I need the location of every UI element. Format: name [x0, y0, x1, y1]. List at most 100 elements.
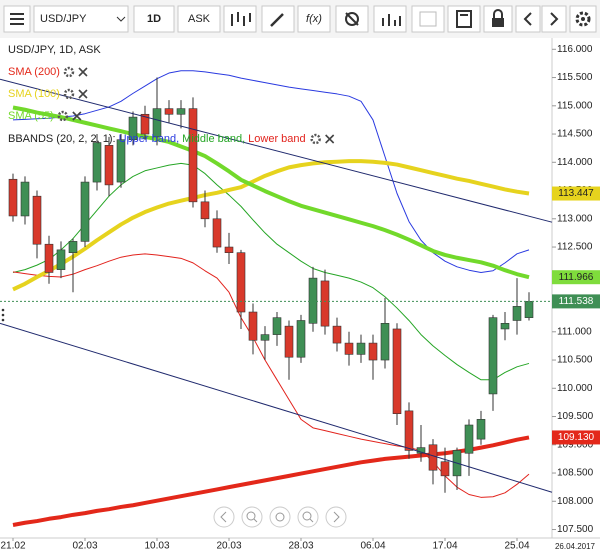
- candle-body: [248, 311, 258, 341]
- chart-type-button[interactable]: [223, 5, 257, 33]
- candle-body: [56, 249, 66, 270]
- y-tick-label: 114.500: [557, 129, 593, 140]
- remove-icon: [325, 134, 335, 144]
- y-tick-label: 115.500: [557, 72, 593, 83]
- gear-icon: [63, 66, 75, 78]
- candle-body: [380, 323, 390, 361]
- gear-icon: [57, 110, 69, 122]
- candle-body: [20, 181, 30, 217]
- indicator-line: [12, 435, 530, 527]
- settings-tool-button[interactable]: [335, 5, 369, 33]
- price-label: 113.447: [558, 188, 594, 199]
- candle-body: [164, 108, 174, 115]
- candle-body: [176, 108, 186, 115]
- y-tick-label: 110.000: [557, 383, 593, 394]
- remove-icon: [78, 89, 88, 99]
- calculator-button[interactable]: [447, 5, 481, 33]
- x-tick-label: 17.04: [432, 541, 457, 552]
- candle-body: [320, 280, 330, 327]
- legend-remove[interactable]: [78, 89, 88, 99]
- x-tick-label: 28.03: [288, 541, 313, 552]
- nav-left[interactable]: [213, 506, 235, 528]
- candle-body: [236, 252, 246, 313]
- indicator-line: [12, 105, 530, 280]
- legend-settings[interactable]: [63, 66, 75, 78]
- symbol-select[interactable]: USD/JPY: [33, 5, 129, 33]
- candle-body: [44, 243, 54, 273]
- drag-handle[interactable]: [1, 308, 5, 322]
- legend-remove[interactable]: [325, 134, 335, 144]
- remove-icon: [72, 111, 82, 121]
- legend-entry-part: Upper band,: [119, 133, 180, 145]
- interval-button[interactable]: 1D: [133, 5, 175, 33]
- price-label-bg: [552, 294, 600, 309]
- y-tick-label: 114.000: [557, 157, 593, 168]
- nav-buttons: [213, 506, 347, 528]
- candle-body: [92, 142, 102, 183]
- function-button[interactable]: f(x): [297, 5, 331, 33]
- candle-body: [284, 325, 294, 358]
- y-tick-label: 115.000: [557, 100, 593, 111]
- candle-body: [392, 328, 402, 415]
- symbol: USD/JPY: [40, 13, 87, 25]
- candle-body: [152, 108, 162, 138]
- candle-body: [308, 277, 318, 324]
- y-tick-label: 110.500: [557, 355, 593, 366]
- calendar-button[interactable]: [411, 5, 445, 33]
- draw-button[interactable]: [261, 5, 295, 33]
- legend-remove[interactable]: [78, 67, 88, 77]
- settings-button[interactable]: [569, 5, 597, 33]
- y-tick-label: 109.500: [557, 411, 594, 422]
- candle-body: [404, 410, 414, 451]
- bbands-label: BBANDS (20, 2, 2, 1):: [8, 133, 116, 145]
- indicator-line: [12, 159, 530, 292]
- trend-line: [0, 78, 553, 223]
- x-tick-label: 10.03: [144, 541, 169, 552]
- x-tick-label: 06.04: [360, 541, 385, 552]
- candle-body: [296, 320, 306, 358]
- y-tick-label: 113.000: [557, 213, 593, 224]
- scroll-right-button[interactable]: [541, 5, 567, 33]
- candle-body: [272, 317, 282, 335]
- legend-settings[interactable]: [63, 88, 75, 100]
- legend-settings[interactable]: [57, 110, 69, 122]
- price-type: ASK: [188, 13, 211, 25]
- legend-entry: SMA (55): [8, 110, 54, 122]
- x-end-label: 26.04.2017: [555, 542, 596, 551]
- function-icon: f(x): [306, 13, 322, 25]
- zoom-in[interactable]: [297, 506, 319, 528]
- candle-body: [68, 241, 78, 253]
- candle-body: [224, 246, 234, 253]
- gear-icon: [63, 88, 75, 100]
- zoom-reset[interactable]: [269, 506, 291, 528]
- candle-body: [356, 342, 366, 355]
- x-tick-label: 25.04: [504, 541, 529, 552]
- price-label: 111.538: [559, 296, 594, 307]
- candle-body: [332, 325, 342, 344]
- lock-button[interactable]: [483, 5, 513, 33]
- legend-remove[interactable]: [72, 111, 82, 121]
- indicator-line: [12, 70, 530, 273]
- y-tick-label: 109.000: [557, 439, 594, 450]
- nav-right[interactable]: [325, 506, 347, 528]
- candle-body: [464, 424, 474, 454]
- gear-icon: [310, 133, 321, 145]
- zoom-out[interactable]: [241, 506, 263, 528]
- candle-body: [440, 461, 450, 477]
- candle-body: [212, 218, 222, 248]
- candle-body: [200, 201, 210, 220]
- scroll-left-button[interactable]: [515, 5, 541, 33]
- price-type-button[interactable]: ASK: [177, 5, 221, 33]
- candle-body: [80, 181, 90, 242]
- y-tick-label: 111.000: [557, 326, 592, 337]
- trend-line: [0, 322, 553, 493]
- volume-button[interactable]: [373, 5, 407, 33]
- plot-area: [8, 70, 534, 527]
- candle-body: [428, 444, 438, 471]
- menu-button[interactable]: [3, 5, 31, 33]
- candle-body: [500, 323, 510, 330]
- legend-settings[interactable]: [310, 133, 321, 145]
